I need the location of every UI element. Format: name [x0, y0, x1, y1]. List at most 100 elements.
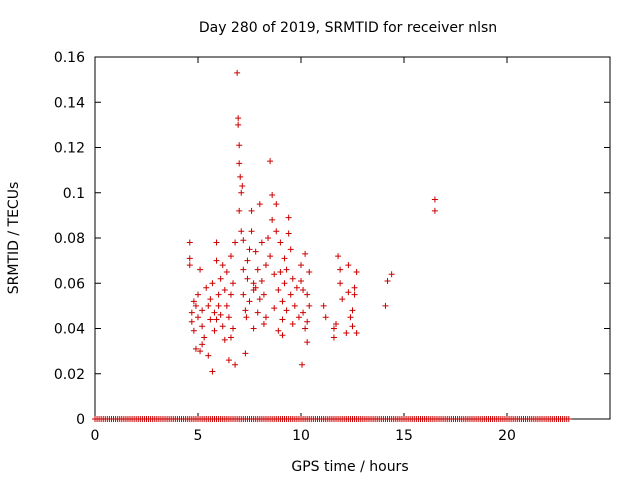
- data-point-marker: [188, 318, 195, 325]
- data-point-marker: [258, 277, 265, 284]
- data-point-marker: [275, 327, 282, 334]
- data-point-marker: [195, 291, 201, 298]
- data-point-marker: [248, 228, 255, 235]
- data-point-marker: [199, 341, 206, 348]
- data-point-marker: [388, 271, 395, 278]
- chart-title: Day 280 of 2019, SRMTID for receiver nls…: [199, 20, 497, 36]
- data-point-marker: [211, 327, 218, 334]
- data-point-marker: [281, 280, 288, 287]
- data-point-marker: [382, 302, 389, 309]
- data-point-marker: [225, 357, 232, 364]
- data-point-marker: [250, 325, 257, 332]
- data-point-marker: [244, 275, 251, 282]
- data-point-marker: [223, 302, 230, 309]
- data-point-marker: [213, 239, 220, 246]
- data-point-marker: [232, 239, 239, 246]
- data-point-marker: [240, 237, 247, 244]
- y-tick-label: 0.16: [54, 50, 85, 66]
- data-point-marker: [281, 255, 288, 262]
- data-point-marker: [431, 196, 438, 203]
- data-point-marker: [215, 291, 222, 298]
- data-point-marker: [217, 311, 224, 318]
- data-point-marker: [289, 275, 296, 282]
- data-point-marker: [256, 296, 263, 303]
- x-tick-label: 5: [194, 428, 203, 444]
- data-point-marker: [330, 334, 337, 341]
- data-point-marker: [217, 275, 224, 282]
- data-point-marker: [293, 284, 300, 291]
- data-point-marker: [285, 230, 292, 237]
- data-point-marker: [295, 314, 302, 321]
- data-point-marker: [300, 309, 307, 316]
- data-point-marker: [221, 336, 228, 343]
- data-point-marker: [236, 142, 243, 149]
- x-axis-label: GPS time / hours: [291, 459, 408, 475]
- data-point-marker: [279, 316, 286, 323]
- data-point-marker: [205, 352, 212, 359]
- data-point-marker: [283, 307, 290, 314]
- y-tick-label: 0.12: [54, 141, 85, 157]
- data-point-marker: [232, 361, 239, 368]
- data-point-marker: [235, 121, 242, 128]
- data-point-marker: [262, 314, 269, 321]
- data-point-marker: [237, 173, 244, 180]
- data-point-marker: [277, 268, 284, 275]
- data-point-marker: [199, 307, 206, 314]
- data-point-marker: [244, 257, 251, 264]
- data-point-marker: [248, 207, 255, 214]
- data-point-marker: [339, 296, 346, 303]
- x-tick-label: 0: [91, 428, 100, 444]
- data-point-marker: [236, 160, 243, 167]
- data-point-marker: [186, 262, 193, 269]
- data-point-marker: [188, 309, 195, 316]
- zero-value-marks: [92, 416, 572, 422]
- data-point-marker: [267, 253, 274, 260]
- data-point-marker: [304, 339, 311, 346]
- data-point-marker: [345, 262, 352, 269]
- y-tick-label: 0.1: [63, 186, 85, 202]
- y-axis-label: SRMTID / TECUs: [6, 182, 22, 295]
- y-tick-label: 0.04: [54, 322, 85, 338]
- data-point-marker: [235, 115, 242, 122]
- x-tick-label: 20: [498, 428, 516, 444]
- data-point-marker: [291, 302, 298, 309]
- y-tick-label: 0.02: [54, 367, 85, 383]
- data-point-marker: [213, 257, 220, 264]
- data-point-marker: [213, 316, 220, 323]
- data-point-marker: [195, 314, 201, 321]
- data-point-marker: [240, 266, 247, 273]
- data-point-marker: [304, 291, 311, 298]
- data-point-marker: [242, 307, 249, 314]
- data-point-marker: [271, 271, 278, 278]
- data-point-marker: [186, 239, 193, 246]
- y-tick-label: 0.14: [54, 95, 85, 111]
- data-point-marker: [258, 239, 265, 246]
- data-point-marker: [333, 320, 340, 327]
- data-point-marker: [230, 325, 237, 332]
- x-tick-label: 15: [395, 428, 413, 444]
- data-point-marker: [209, 280, 216, 287]
- data-point-marker: [205, 302, 212, 309]
- data-point-marker: [349, 323, 356, 330]
- data-point-marker: [345, 289, 352, 296]
- data-point-marker: [283, 266, 290, 273]
- data-point-marker: [186, 255, 193, 262]
- data-point-marker: [300, 287, 307, 294]
- data-point-marker: [207, 316, 214, 323]
- data-point-marker: [227, 334, 234, 341]
- data-point-marker: [262, 262, 269, 269]
- data-point-marker: [337, 266, 344, 273]
- data-point-marker: [223, 268, 230, 275]
- data-point-marker: [246, 298, 253, 305]
- data-point-marker: [219, 323, 226, 330]
- data-point-marker: [353, 268, 360, 275]
- data-point-marker: [225, 314, 232, 321]
- data-point-marker: [306, 268, 313, 275]
- data-point-marker: [238, 228, 245, 235]
- data-point-marker: [192, 302, 199, 309]
- data-point-marker: [260, 320, 267, 327]
- data-point-marker: [265, 235, 272, 241]
- data-point-marker: [254, 309, 261, 316]
- data-point-marker: [277, 239, 284, 246]
